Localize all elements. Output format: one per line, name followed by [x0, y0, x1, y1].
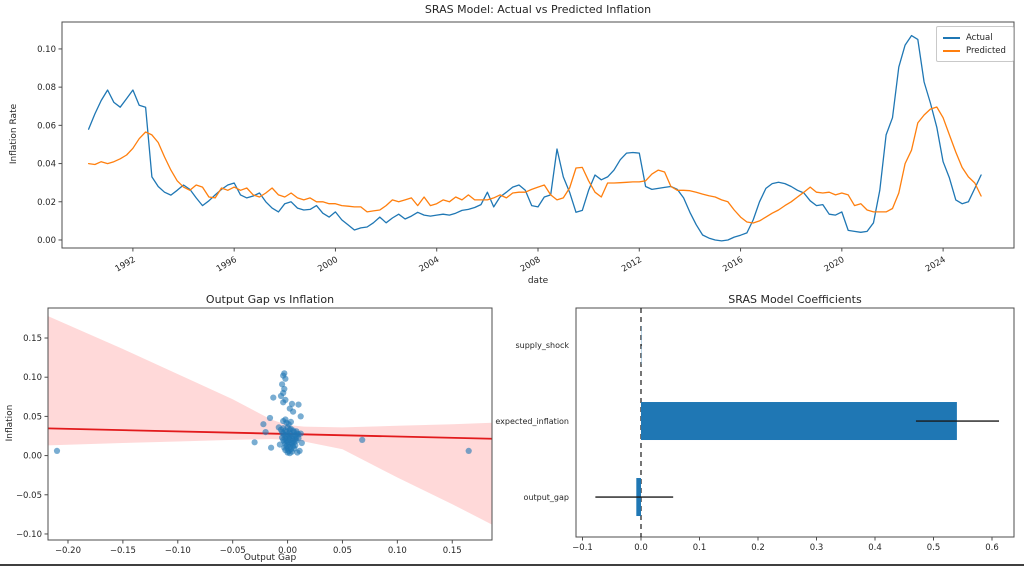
scatter-point	[359, 436, 366, 443]
legend: Actual Predicted	[936, 26, 1014, 62]
legend-entry-actual: Actual	[943, 31, 1006, 44]
scatter-title: Output Gap vs Inflation	[205, 293, 335, 306]
regression-line	[47, 427, 493, 440]
scatter-point	[297, 413, 304, 420]
scatter-point	[296, 447, 303, 454]
x-tick-label: −0.20	[55, 546, 81, 556]
timeseries-ylabel: Inflation Rate	[9, 103, 19, 165]
y-tick-label: −0.10	[16, 530, 42, 540]
scatter-point	[290, 408, 297, 415]
scatter-xlabel: Output Gap	[243, 553, 297, 563]
scatter-point	[288, 400, 296, 407]
x-tick-label: 0.00	[278, 546, 297, 556]
legend-line-actual-swatch	[943, 36, 960, 39]
x-tick-label: 0.15	[443, 546, 462, 556]
x-tick-label: 2004	[417, 255, 441, 274]
scatter-point	[298, 439, 305, 447]
x-tick-label: 2024	[924, 255, 948, 274]
scatter-point	[297, 430, 304, 437]
timeseries-xlabel: date	[527, 276, 549, 286]
x-tick-label: 0.10	[388, 546, 407, 556]
x-tick-label: −0.05	[220, 546, 246, 556]
legend-line-predicted-swatch	[943, 49, 960, 52]
x-tick-label: 0.2	[751, 543, 765, 553]
x-tick-label: 0.0	[634, 543, 648, 553]
category-label-supply_shock: supply_shock	[515, 341, 569, 350]
scatter-point	[295, 401, 302, 408]
category-label-output_gap: output_gap	[524, 493, 569, 502]
scatter-point	[282, 375, 289, 382]
legend-label-predicted: Predicted	[966, 45, 1006, 56]
y-tick-label: 0.00	[37, 236, 56, 246]
scatter-point	[53, 447, 61, 454]
scatter-point	[465, 447, 472, 454]
scatter-point	[270, 394, 277, 401]
scatter-point	[266, 414, 274, 422]
y-tick-label: 0.10	[23, 373, 42, 383]
x-tick-label: 1992	[114, 255, 138, 274]
legend-label-actual: Actual	[966, 32, 993, 43]
category-label-expected_inflation: expected_inflation	[495, 417, 569, 426]
y-tick-label: 0.08	[37, 83, 56, 93]
x-tick-label: 2008	[519, 255, 543, 274]
scatter-point	[276, 441, 283, 448]
y-tick-label: 0.02	[37, 198, 56, 208]
x-tick-label: 2000	[316, 255, 340, 274]
x-tick-label: 0.4	[868, 543, 882, 553]
series-line-predicted	[87, 106, 982, 224]
scatter-point	[268, 444, 275, 451]
bottom-edge	[0, 564, 1024, 566]
scatter-ylabel: Inflation	[5, 404, 15, 442]
y-tick-label: 0.00	[23, 452, 42, 462]
scatter-point	[286, 450, 293, 457]
x-tick-label: 0.05	[333, 546, 352, 556]
plot-frame	[575, 307, 1015, 538]
plot-frame	[47, 307, 493, 541]
x-tick-label: −0.10	[165, 546, 191, 556]
series-line-actual	[87, 34, 982, 242]
y-tick-label: 0.04	[37, 160, 56, 170]
legend-entry-predicted: Predicted	[943, 44, 1006, 57]
scatter-point	[280, 399, 287, 406]
x-tick-label: 2020	[823, 255, 847, 274]
timeseries-title: SRAS Model: Actual vs Predicted Inflatio…	[424, 3, 652, 16]
scatter-point	[260, 421, 267, 428]
scatter-point	[251, 439, 258, 446]
scatter-point	[277, 392, 285, 400]
plot-frame	[61, 21, 1015, 249]
y-tick-label: −0.05	[16, 491, 42, 501]
x-tick-label: 2016	[721, 255, 745, 274]
x-tick-label: −0.1	[572, 543, 593, 553]
x-tick-label: 0.6	[985, 543, 999, 553]
y-tick-label: 0.10	[37, 45, 56, 55]
scatter-point	[279, 381, 286, 388]
x-tick-label: 1996	[215, 255, 239, 274]
x-tick-label: 2012	[620, 255, 644, 274]
coef-bar-expected_inflation	[640, 402, 957, 441]
y-tick-label: 0.05	[23, 412, 42, 422]
coefficients-title: SRAS Model Coefficients	[728, 293, 862, 306]
y-tick-label: 0.15	[23, 334, 42, 344]
scatter-point	[262, 429, 269, 436]
y-tick-label: 0.06	[37, 121, 56, 131]
x-tick-label: −0.15	[110, 546, 136, 556]
x-tick-label: 0.3	[810, 543, 824, 553]
x-tick-label: 0.5	[927, 543, 941, 553]
x-tick-label: 0.1	[693, 543, 707, 553]
